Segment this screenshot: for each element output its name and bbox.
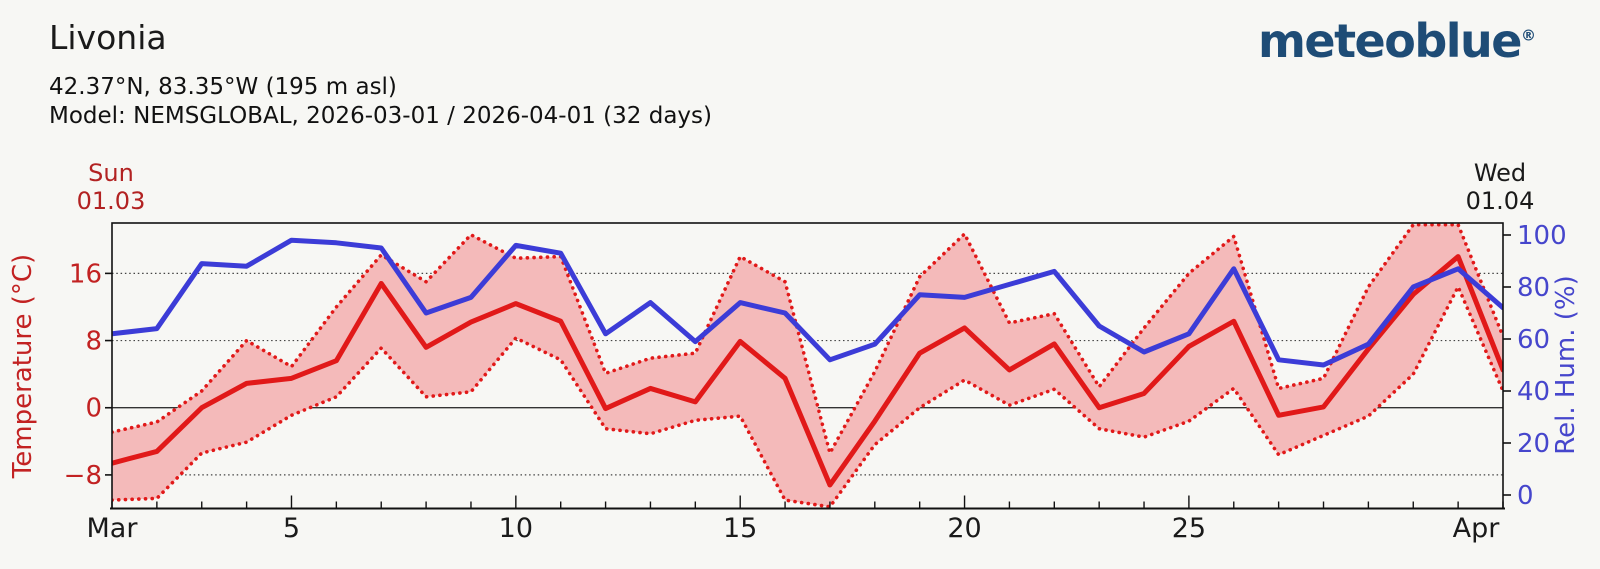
chart-header: Livonia 42.37°N, 83.35°W (195 m asl) Mod… [49, 18, 712, 131]
chart-end-date-label: Wed 01.04 [1430, 159, 1570, 215]
x-tick-label: Mar [87, 513, 139, 544]
y-right-tick-label: 100 [1517, 221, 1567, 251]
chart-start-date-label: Sun 01.03 [41, 159, 181, 215]
y-left-tick-label: 8 [85, 327, 102, 357]
start-date: 01.03 [76, 187, 146, 215]
model-info: Model: NEMSGLOBAL, 2026-03-01 / 2026-04-… [49, 103, 712, 129]
x-tick-label: Apr [1453, 513, 1501, 544]
x-tick-label: 25 [1172, 513, 1206, 544]
y-left-tick-label: −8 [64, 461, 102, 491]
x-tick-label: 10 [499, 513, 533, 544]
y-right-tick-label: 60 [1517, 325, 1550, 355]
humidity-line [112, 237, 1503, 368]
y-left-axis-title: Temperature (°C) [8, 254, 38, 479]
y-right-tick-label: 40 [1517, 377, 1550, 407]
y-right-tick-label: 20 [1517, 429, 1550, 459]
end-weekday: Wed [1473, 159, 1527, 187]
page-title: Livonia [49, 18, 167, 57]
y-right-tick-label: 80 [1517, 273, 1550, 303]
start-weekday: Sun [88, 159, 134, 187]
x-tick-label: 5 [283, 513, 300, 544]
temperature-min-line [112, 282, 1503, 509]
meteoblue-logo: meteoblue® [1258, 14, 1536, 68]
x-tick-label: 20 [947, 513, 981, 544]
y-left-tick-label: 16 [69, 259, 102, 289]
x-tick-label: 15 [723, 513, 757, 544]
registered-mark: ® [1521, 26, 1536, 45]
temperature-max-line [112, 223, 1503, 458]
y-left-tick-label: 0 [85, 394, 102, 424]
temperature-mean-line [112, 254, 1503, 488]
y-right-axis-title: Rel. Hum. (%) [1551, 275, 1581, 455]
logo-text: meteoblue [1257, 14, 1523, 68]
end-date: 01.04 [1465, 187, 1535, 215]
temperature-range-band [112, 224, 1503, 507]
y-right-tick-label: 0 [1517, 481, 1534, 511]
location-coordinates: 42.37°N, 83.35°W (195 m asl) [49, 74, 397, 100]
